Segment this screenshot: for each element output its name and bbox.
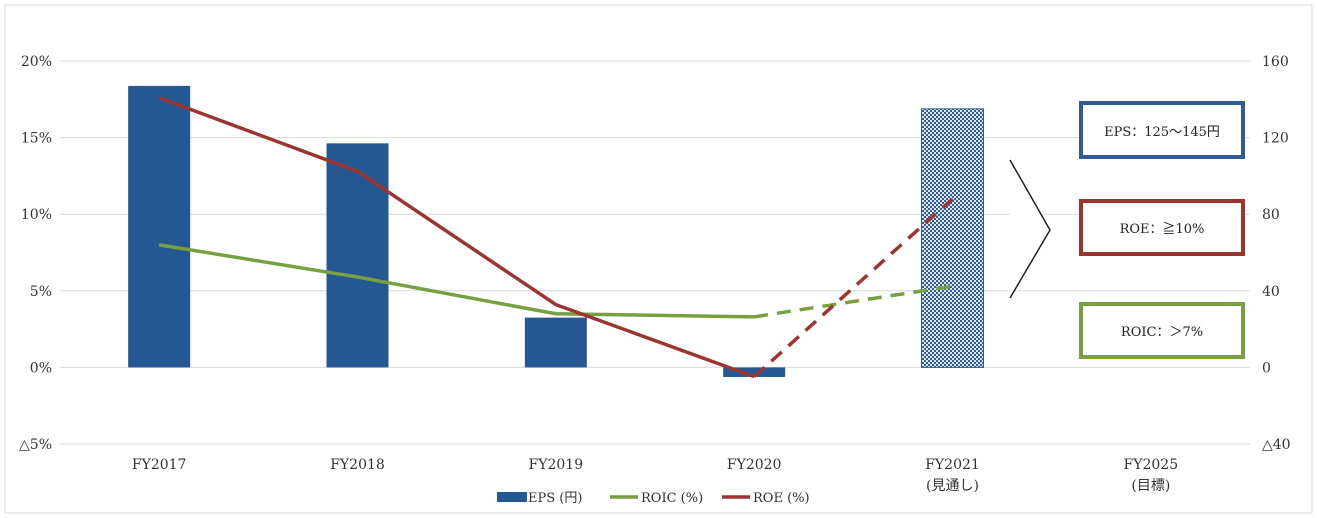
left-tick-label: △5% [19,437,52,453]
eps-bar [723,367,786,377]
roic-line [158,243,755,319]
legend: EPS (円) ROIC (%) ROE (%) [497,491,810,506]
eps-bar [326,143,389,368]
right-tick-label: △40 [1262,437,1291,453]
category-label: (目標) [1131,478,1170,494]
legend-swatch-eps [497,492,527,502]
right-tick-label: 120 [1262,131,1289,147]
eps-bar [921,108,984,368]
category-label: FY2025 [1124,457,1179,473]
target-roe-box: ROE：≧10% [1079,199,1245,256]
right-axis: 160 120 80 40 0 △40 [1262,54,1291,453]
legend-label: ROE (%) [753,491,810,506]
roe-line [158,96,755,379]
gridlines [60,60,1250,445]
target-roe-label: ROE：≧10% [1119,222,1205,237]
left-tick-label: 20% [21,54,52,70]
legend-label: ROIC (%) [641,491,703,506]
left-tick-label: 5% [30,284,52,300]
right-tick-label: 0 [1262,360,1271,376]
right-tick-label: 40 [1262,284,1280,300]
category-label: FY2019 [529,457,584,473]
legend-label: EPS (円) [528,491,582,506]
left-tick-label: 15% [21,131,52,147]
eps-bar [128,85,191,368]
ratio-lines [158,96,954,379]
category-label: (見通し) [926,478,979,494]
x-axis: FY2017 FY2018 FY2019 FY2020 FY2021 (見通し) FY202… [132,457,1178,494]
target-arrow [1009,159,1051,299]
category-label: FY2021 [925,457,980,473]
chart-border [4,4,1313,514]
target-roic-label: ROIC：＞7% [1120,325,1204,340]
category-label: FY2018 [330,457,385,473]
left-tick-label: 0% [30,360,52,376]
target-roic-box: ROIC：＞7% [1079,302,1245,359]
eps-bar [524,317,587,368]
eps-bars [128,85,984,377]
target-eps-label: EPS：125〜145円 [1104,124,1220,140]
target-eps-box: EPS：125〜145円 [1079,101,1245,159]
roic-forecast-line [753,284,953,319]
category-label: FY2017 [132,457,187,473]
right-tick-label: 160 [1262,54,1289,70]
left-tick-label: 10% [21,207,52,223]
category-label: FY2020 [727,457,782,473]
right-tick-label: 80 [1262,207,1280,223]
left-axis: 20% 15% 10% 5% 0% △5% [19,54,52,453]
